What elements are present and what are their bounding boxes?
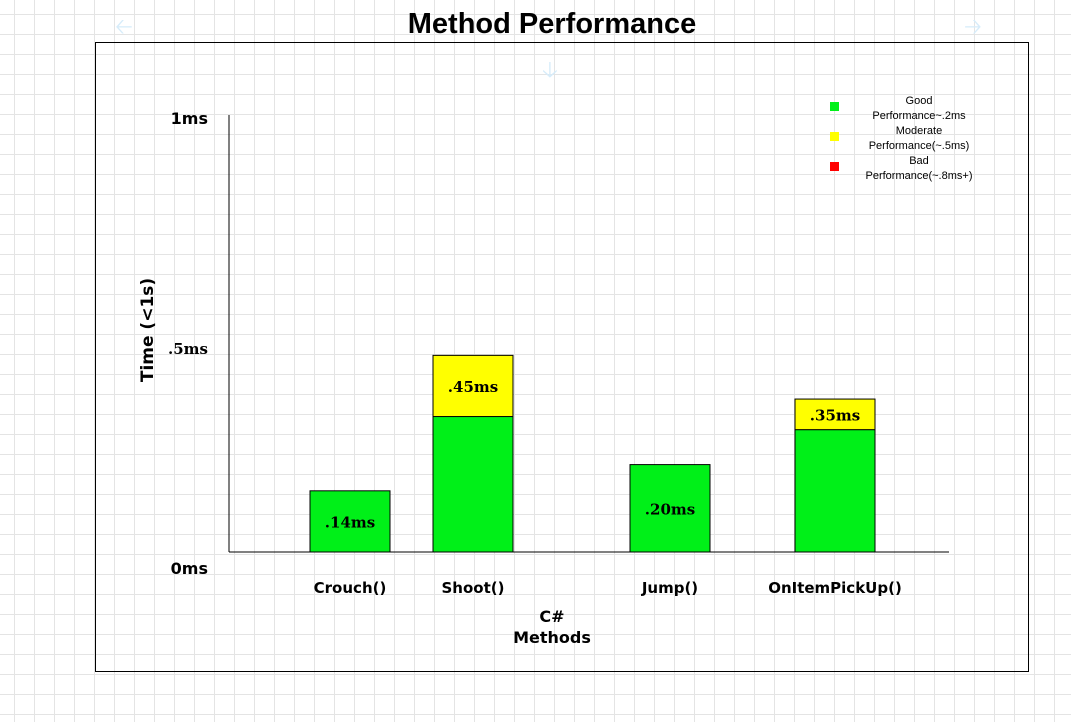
legend-swatch-bad: [830, 162, 839, 171]
y-tick-label: .5ms: [168, 340, 208, 358]
legend-swatch-moderate: [830, 132, 839, 141]
bar-segment-good: [794, 429, 876, 553]
x-tick-label: Jump(): [641, 579, 698, 597]
legend-label-moderate: Moderate: [896, 125, 942, 137]
legend-label-bad: Performance(~.8ms+): [866, 170, 973, 182]
x-tick-label: Shoot(): [442, 579, 505, 597]
legend-label-good: Good: [906, 95, 933, 107]
bar-segment-good: [309, 490, 391, 553]
legend-swatch-good: [830, 102, 839, 111]
y-tick-label: 0ms: [171, 559, 208, 578]
bar-segment-moderate: [794, 398, 876, 431]
arrow-left-icon: 🡠: [115, 15, 133, 40]
x-axis-title-line: Methods: [513, 628, 591, 647]
chart-title: Method Performance: [407, 8, 697, 40]
bar-segment-good: [629, 464, 711, 553]
x-tick-label: Crouch(): [314, 579, 387, 597]
bar-segment-moderate: [432, 354, 514, 418]
y-tick-label: 1ms: [171, 109, 208, 128]
bar-value-label: .20ms: [645, 500, 695, 518]
x-axis-title-line: C#: [539, 607, 564, 626]
legend-label-bad: Bad: [909, 155, 929, 167]
chart-frame: [95, 42, 1029, 672]
legend-label-good: Performance~.2ms: [872, 110, 966, 122]
y-axis-title: Time (<1s): [138, 278, 158, 382]
bar-value-label: .35ms: [810, 406, 860, 424]
bar-value-label: .14ms: [325, 513, 375, 531]
x-tick-label: OnItemPickUp(): [768, 579, 902, 597]
legend-label-moderate: Performance(~.5ms): [869, 140, 970, 152]
arrow-down-icon: 🡣: [542, 58, 558, 83]
bar-value-label: .45ms: [448, 378, 498, 396]
bar-segment-good: [432, 416, 514, 553]
arrow-right-icon: 🡢: [964, 15, 982, 40]
